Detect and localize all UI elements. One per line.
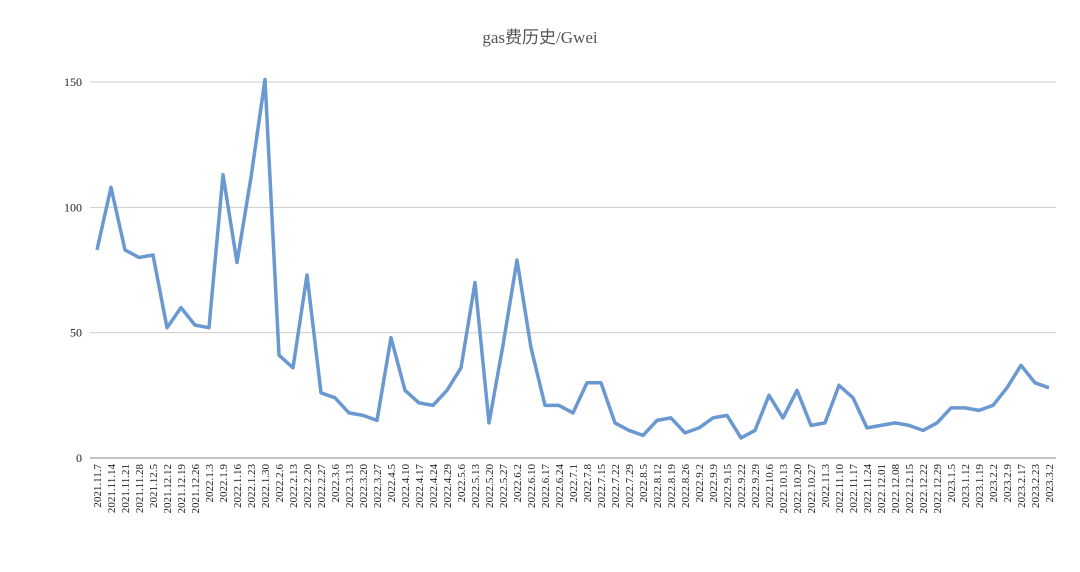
x-tick-label: 2022.7.22	[610, 464, 622, 508]
x-tick-label: 2023.2.9	[1002, 464, 1014, 503]
x-tick-label: 2022.3.27	[372, 464, 384, 509]
x-tick-label: 2022.3.6	[330, 464, 342, 503]
x-tick-label: 2021.12.19	[176, 464, 188, 514]
x-tick-label: 2022.12.01	[876, 464, 888, 514]
x-tick-label: 2023.1.12	[960, 464, 972, 508]
x-tick-label: 2021.11.14	[106, 464, 118, 514]
x-tick-label: 2022.7.29	[624, 464, 636, 509]
x-tick-label: 2022.2.20	[302, 464, 314, 509]
data-line	[95, 77, 1050, 440]
x-tick-label: 2022.9.29	[750, 464, 762, 509]
x-tick-label: 2022.1.16	[232, 464, 244, 509]
x-tick-label: 2022.9.15	[722, 464, 734, 509]
x-tick-label: 2021.11.28	[134, 464, 146, 514]
x-tick-label: 2022.2.13	[288, 464, 300, 509]
x-tick-label: 2022.7.8	[582, 464, 594, 503]
x-tick-label: 2022.6.2	[512, 464, 524, 503]
x-tick-label: 2022.2.6	[274, 464, 286, 503]
x-tick-label: 2022.6.10	[526, 464, 538, 509]
x-tick-label: 2021.12.26	[190, 464, 202, 514]
x-tick-label: 2022.12.22	[918, 464, 930, 514]
x-tick-label: 2022.9.22	[736, 464, 748, 508]
x-tick-label: 2022.3.20	[358, 464, 370, 509]
x-tick-label: 2022.6.17	[540, 464, 552, 509]
x-tick-label: 2022.4.10	[400, 464, 412, 509]
x-tick-label: 2023.2.2	[988, 464, 1000, 503]
x-tick-label: 2022.7.1	[568, 464, 580, 503]
x-tick-label: 2021.12.5	[148, 464, 160, 509]
x-tick-label: 2022.1.23	[246, 464, 258, 509]
x-tick-label: 2022.11.17	[848, 464, 860, 514]
x-tick-label: 2022.8.19	[666, 464, 678, 509]
x-tick-label: 2021.11.21	[120, 464, 132, 513]
x-tick-label: 2022.4.24	[428, 464, 440, 509]
x-tick-label: 2022.5.20	[484, 464, 496, 509]
x-tick-label: 2022.5.27	[498, 464, 510, 509]
y-tick-label: 100	[64, 200, 82, 214]
x-tick-label: 2022.11.24	[862, 464, 874, 514]
y-tick-label: 150	[64, 75, 82, 89]
y-tick-label: 50	[70, 326, 82, 340]
x-tick-label: 2022.5.6	[456, 464, 468, 503]
x-tick-label: 2022.8.26	[680, 464, 692, 509]
x-tick-label: 2022.7.15	[596, 464, 608, 509]
x-tick-label: 2022.9.9	[708, 464, 720, 503]
chart-title: gas费历史/Gwei	[482, 28, 597, 47]
x-tick-label: 2022.1.9	[218, 464, 230, 503]
x-tick-label: 2022.12.15	[904, 464, 916, 514]
x-tick-label: 2022.6.24	[554, 464, 566, 509]
x-tick-label: 2022.9.2	[694, 464, 706, 503]
x-tick-label: 2022.5.13	[470, 464, 482, 509]
x-tick-label: 2021.11.7	[92, 464, 104, 508]
y-tick-label: 0	[76, 451, 82, 465]
x-tick-label: 2022.10.27	[806, 464, 818, 514]
x-tick-label: 2022.12.08	[890, 464, 902, 514]
x-tick-label: 2023.3.2	[1044, 464, 1056, 503]
x-tick-label: 2022.8.12	[652, 464, 664, 508]
x-tick-label: 2022.10.20	[792, 464, 804, 514]
x-tick-label: 2022.8.5	[638, 464, 650, 503]
x-tick-label: 2022.11.3	[820, 464, 832, 508]
x-tick-label: 2022.1.3	[204, 464, 216, 503]
x-tick-label: 2022.2.27	[316, 464, 328, 509]
x-tick-label: 2022.10.13	[778, 464, 790, 514]
x-tick-label: 2022.12.29	[932, 464, 944, 514]
x-tick-label: 2022.1.30	[260, 464, 272, 509]
x-tick-label: 2022.3.13	[344, 464, 356, 509]
x-tick-label: 2022.4.17	[414, 464, 426, 509]
x-tick-label: 2023.2.23	[1030, 464, 1042, 509]
x-tick-label: 2023.1.5	[946, 464, 958, 503]
x-tick-label: 2022.10.6	[764, 464, 776, 509]
x-tick-label: 2022.4.5	[386, 464, 398, 503]
x-tick-label: 2023.2.17	[1016, 464, 1028, 509]
x-tick-label: 2022.4.29	[442, 464, 454, 509]
x-tick-label: 2021.12.12	[162, 464, 174, 514]
x-tick-label: 2022.11.10	[834, 464, 846, 514]
x-tick-label: 2023.1.19	[974, 464, 986, 509]
